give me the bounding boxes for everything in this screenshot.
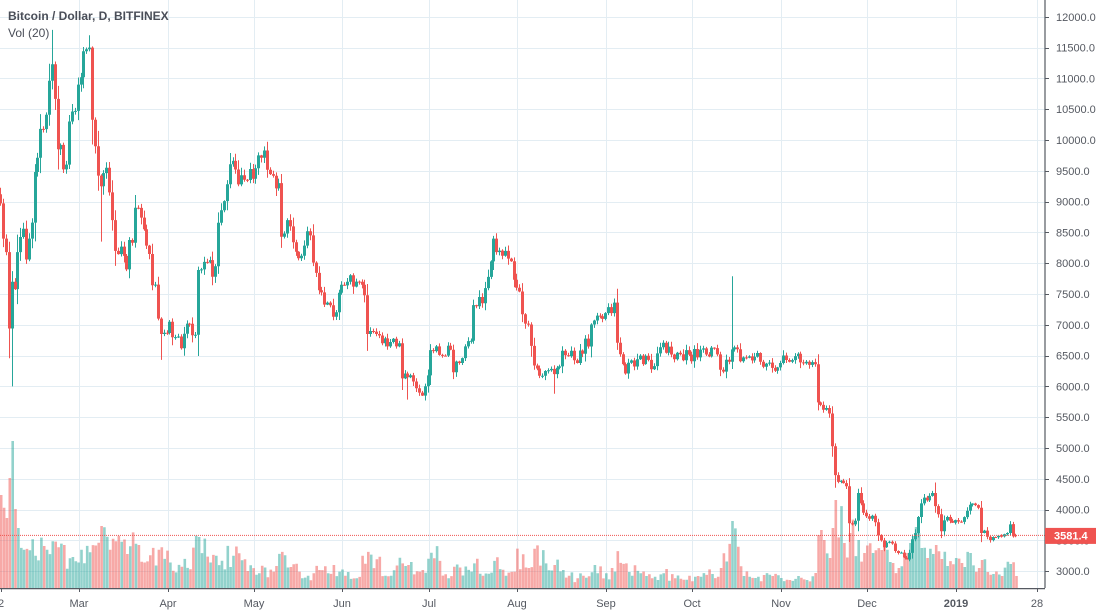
svg-text:11500.0: 11500.0 — [1056, 43, 1095, 55]
svg-text:Jul: Jul — [422, 598, 436, 610]
svg-text:10000.0: 10000.0 — [1056, 135, 1096, 147]
svg-text:2019: 2019 — [944, 598, 968, 610]
svg-text:Vol (20): Vol (20) — [8, 26, 49, 40]
svg-text:Aug: Aug — [507, 598, 527, 610]
svg-text:6500.0: 6500.0 — [1056, 351, 1090, 363]
svg-text:May: May — [244, 598, 265, 610]
svg-text:5000.0: 5000.0 — [1056, 443, 1090, 455]
svg-text:8000.0: 8000.0 — [1056, 258, 1090, 270]
svg-text:28: 28 — [1031, 598, 1043, 610]
svg-text:3000.0: 3000.0 — [1056, 566, 1090, 578]
svg-text:Oct: Oct — [683, 598, 700, 610]
svg-text:12000.0: 12000.0 — [1056, 12, 1096, 24]
svg-text:11000.0: 11000.0 — [1056, 73, 1095, 85]
svg-text:Dec: Dec — [857, 598, 877, 610]
svg-text:Sep: Sep — [596, 598, 616, 610]
svg-text:Apr: Apr — [159, 598, 176, 610]
svg-text:2: 2 — [0, 598, 4, 610]
svg-text:9000.0: 9000.0 — [1056, 197, 1090, 209]
svg-text:6000.0: 6000.0 — [1056, 381, 1090, 393]
svg-text:7500.0: 7500.0 — [1056, 289, 1090, 301]
svg-text:Nov: Nov — [771, 598, 791, 610]
svg-text:4500.0: 4500.0 — [1056, 474, 1090, 486]
svg-text:Jun: Jun — [333, 598, 351, 610]
svg-text:Mar: Mar — [70, 598, 89, 610]
svg-text:Bitcoin / Dollar, D, BITFINEX: Bitcoin / Dollar, D, BITFINEX — [8, 9, 169, 23]
svg-text:8500.0: 8500.0 — [1056, 227, 1090, 239]
svg-text:7000.0: 7000.0 — [1056, 320, 1090, 332]
svg-text:9500.0: 9500.0 — [1056, 166, 1090, 178]
svg-text:5500.0: 5500.0 — [1056, 412, 1090, 424]
svg-text:3581.4: 3581.4 — [1054, 530, 1089, 542]
svg-text:10500.0: 10500.0 — [1056, 104, 1096, 116]
svg-text:4000.0: 4000.0 — [1056, 505, 1090, 517]
